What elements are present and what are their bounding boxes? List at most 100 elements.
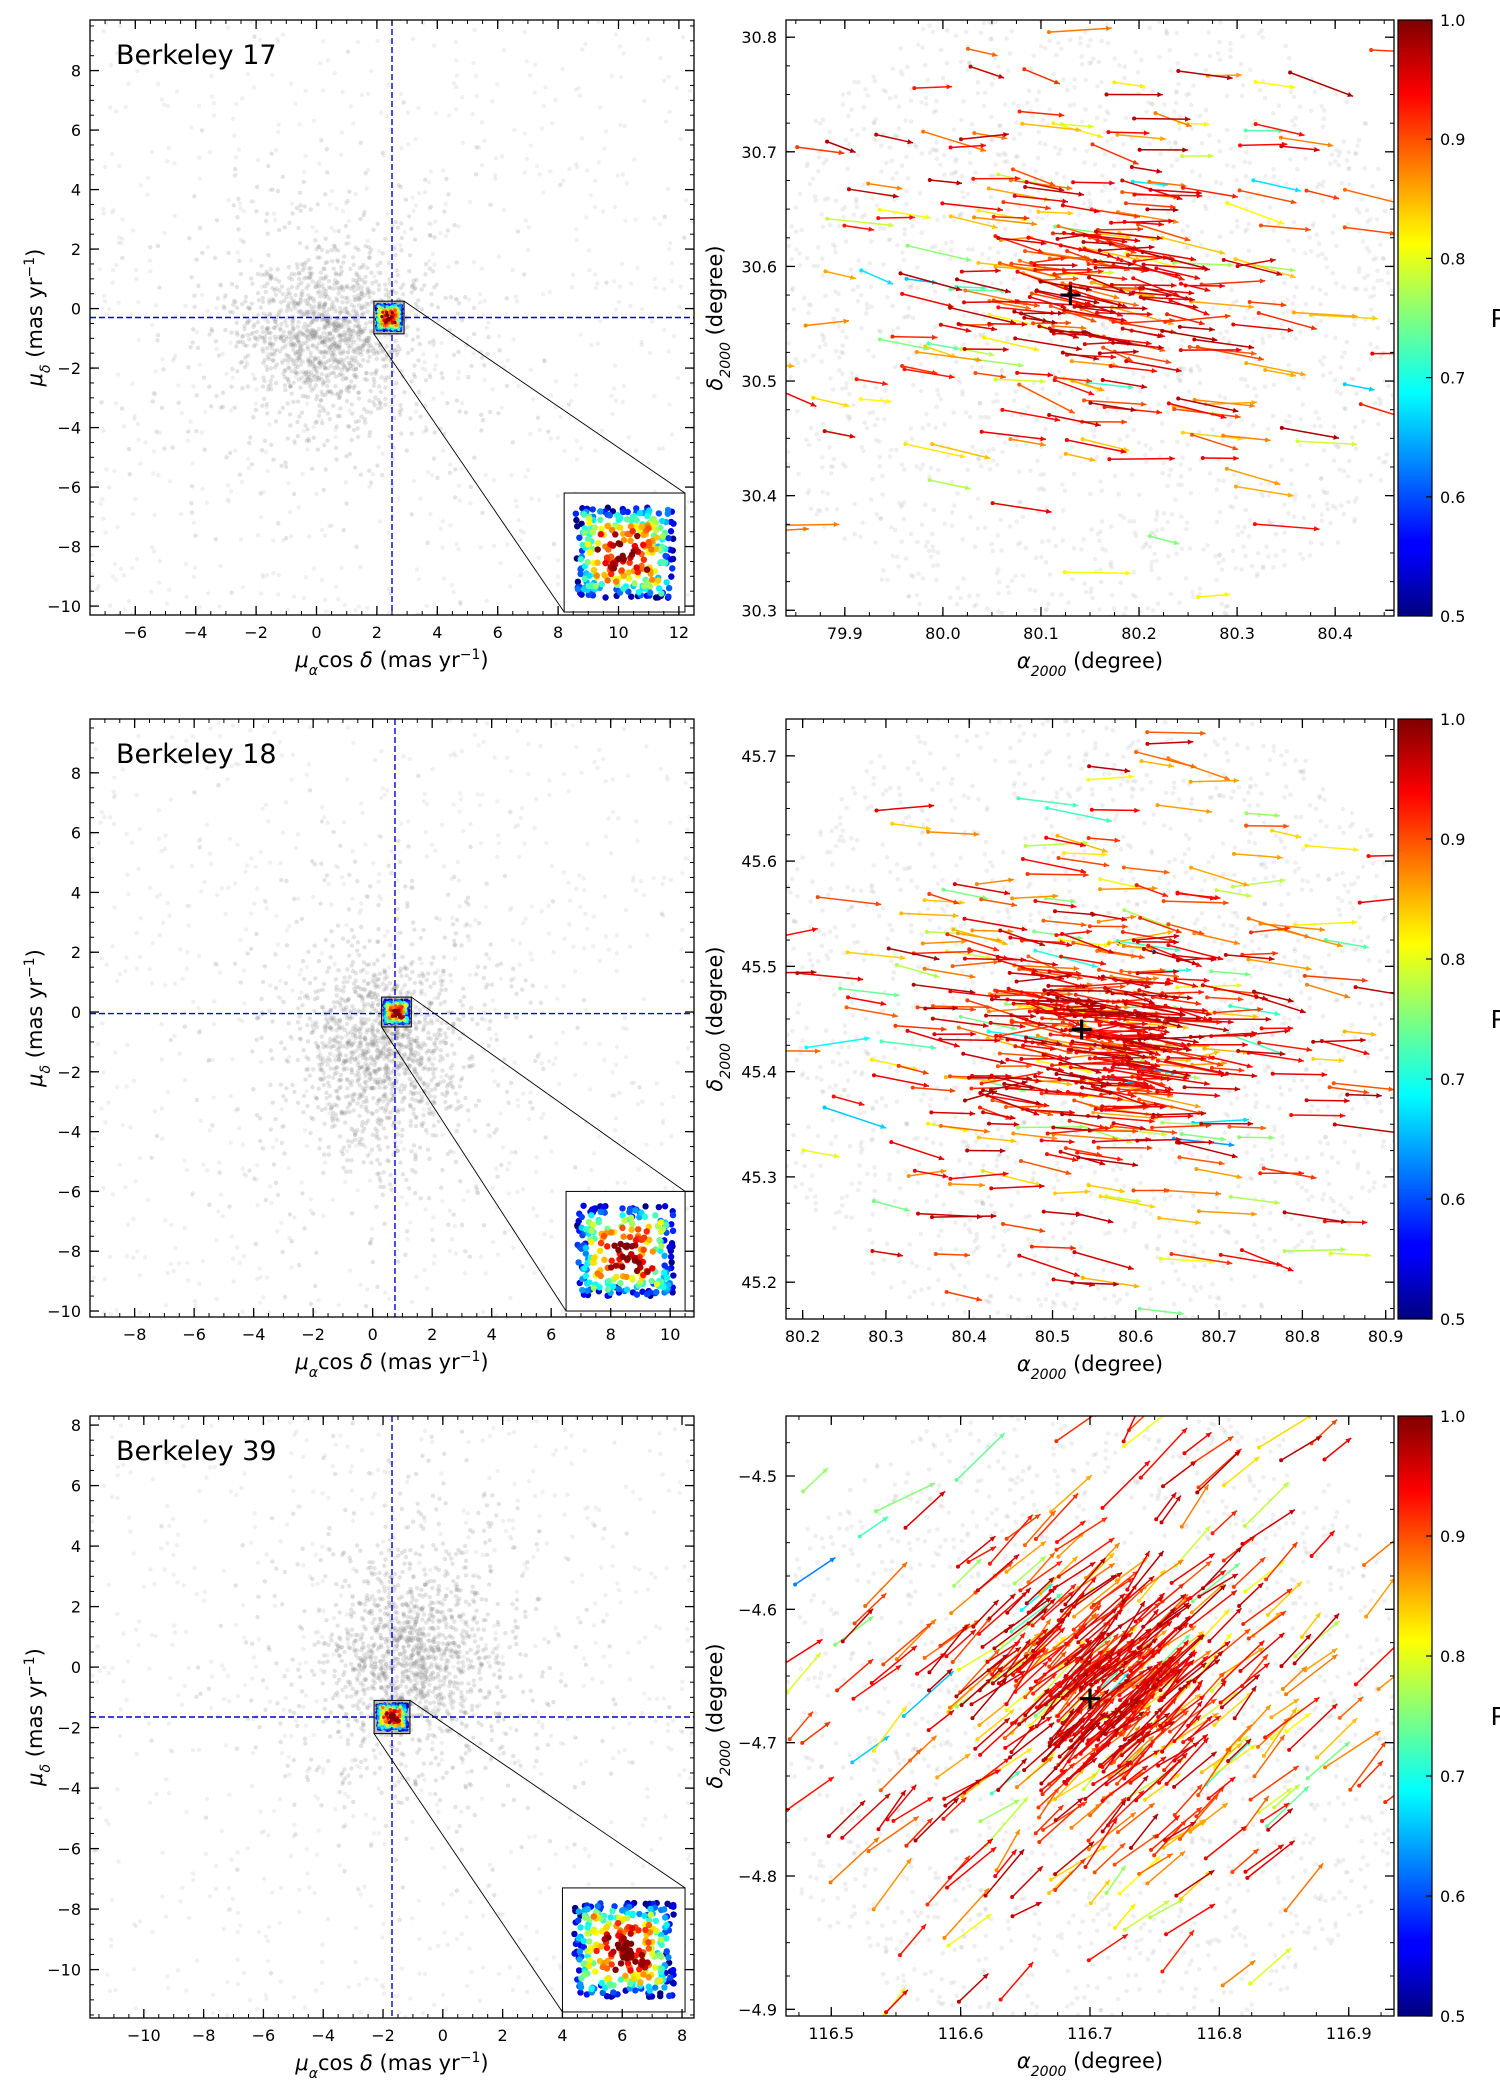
field-star bbox=[415, 304, 420, 310]
field-star bbox=[1334, 389, 1340, 394]
field-star bbox=[342, 254, 347, 259]
field-star bbox=[973, 170, 978, 175]
field-star bbox=[315, 447, 320, 452]
field-star bbox=[1270, 110, 1276, 116]
field-star bbox=[358, 332, 363, 337]
field-star bbox=[1100, 0, 1105, 5]
field-star bbox=[1217, 393, 1223, 399]
field-star bbox=[429, 302, 435, 307]
field-star bbox=[905, 176, 911, 181]
field-star bbox=[1027, 587, 1033, 592]
field-star bbox=[386, 289, 391, 295]
field-star bbox=[1223, 604, 1229, 609]
field-star bbox=[428, 222, 434, 227]
field-star bbox=[261, 311, 266, 316]
field-star bbox=[512, 127, 517, 133]
field-star bbox=[414, 567, 420, 572]
field-star bbox=[173, 353, 178, 358]
field-star bbox=[1034, 97, 1040, 103]
field-star bbox=[285, 360, 291, 366]
field-star bbox=[376, 398, 381, 403]
field-star bbox=[628, 303, 633, 309]
member-star bbox=[1243, 128, 1248, 133]
field-star bbox=[268, 331, 273, 336]
field-star bbox=[1341, 139, 1347, 144]
field-star bbox=[100, 496, 105, 502]
field-star bbox=[292, 342, 297, 347]
field-star bbox=[504, 296, 509, 301]
field-star bbox=[894, 554, 900, 560]
field-star bbox=[846, 90, 852, 96]
field-star bbox=[1003, 102, 1008, 108]
field-star bbox=[1125, 434, 1130, 439]
field-star bbox=[189, 484, 195, 489]
field-star bbox=[902, 231, 908, 237]
field-star bbox=[314, 346, 320, 351]
field-star bbox=[1248, 517, 1253, 523]
field-star bbox=[265, 325, 270, 331]
field-star bbox=[214, 218, 220, 223]
field-star bbox=[290, 328, 295, 334]
field-star bbox=[114, 262, 119, 268]
field-star bbox=[861, 126, 867, 132]
field-star bbox=[428, 233, 433, 238]
field-star bbox=[413, 285, 418, 291]
field-star bbox=[218, 563, 223, 569]
field-star bbox=[328, 285, 333, 291]
field-star bbox=[338, 393, 343, 398]
field-star bbox=[208, 404, 214, 409]
field-star bbox=[259, 325, 265, 330]
field-star bbox=[256, 297, 262, 303]
field-star bbox=[143, 440, 148, 445]
field-star bbox=[436, 317, 441, 322]
y-tick-label: −6 bbox=[57, 478, 81, 497]
field-star bbox=[764, 230, 769, 235]
field-star bbox=[305, 310, 310, 315]
member-point bbox=[376, 310, 380, 314]
field-star bbox=[652, 393, 657, 399]
field-star bbox=[153, 369, 158, 374]
field-star bbox=[308, 331, 314, 337]
field-star bbox=[453, 297, 459, 302]
field-star bbox=[996, 250, 1001, 255]
field-star bbox=[319, 317, 325, 322]
field-star bbox=[914, 593, 920, 598]
field-star bbox=[1143, 443, 1149, 448]
field-star bbox=[1349, 435, 1355, 440]
field-star bbox=[579, 136, 585, 141]
field-star bbox=[1266, 493, 1272, 498]
field-star bbox=[817, 121, 823, 126]
field-star bbox=[398, 91, 404, 96]
field-star bbox=[359, 312, 364, 318]
field-star bbox=[246, 305, 252, 310]
field-star bbox=[342, 329, 347, 335]
field-star bbox=[947, 595, 953, 601]
field-star bbox=[1273, 553, 1279, 558]
field-star bbox=[929, 531, 935, 537]
field-star bbox=[155, 243, 161, 249]
field-star bbox=[151, 471, 156, 476]
field-star bbox=[250, 372, 256, 377]
field-star bbox=[341, 358, 346, 363]
field-star bbox=[441, 576, 447, 581]
field-star bbox=[427, 206, 432, 211]
field-star bbox=[934, 156, 940, 162]
field-star bbox=[328, 337, 333, 342]
field-star bbox=[271, 299, 276, 304]
field-star bbox=[261, 360, 266, 366]
field-star bbox=[301, 332, 306, 337]
field-star bbox=[574, 165, 580, 170]
field-star bbox=[386, 293, 392, 298]
field-star bbox=[404, 448, 409, 453]
field-star bbox=[249, 462, 255, 467]
field-star bbox=[393, 219, 398, 225]
field-star bbox=[284, 294, 289, 300]
field-star bbox=[331, 304, 336, 310]
member-point bbox=[398, 303, 403, 307]
field-star bbox=[1168, 591, 1174, 597]
field-star bbox=[460, 95, 465, 100]
field-star bbox=[365, 238, 371, 244]
field-star bbox=[681, 235, 687, 241]
field-star bbox=[314, 318, 320, 323]
field-star bbox=[354, 312, 360, 318]
